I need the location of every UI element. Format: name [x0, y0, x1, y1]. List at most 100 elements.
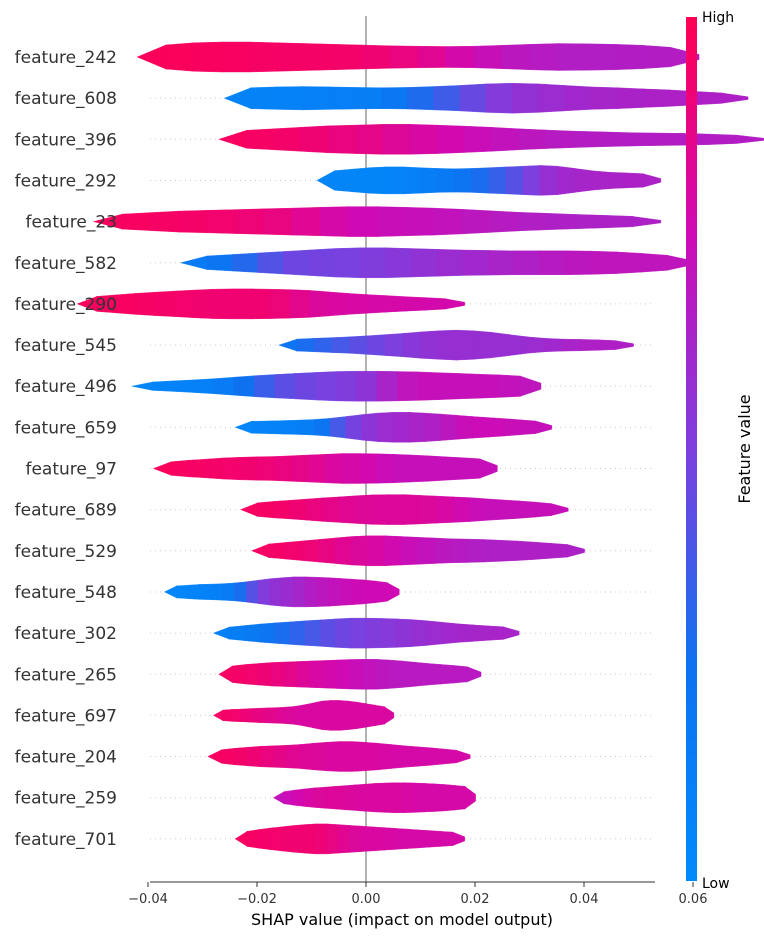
violin-segment	[334, 536, 353, 566]
feature-label: feature_242	[15, 48, 117, 68]
violin-segment	[354, 494, 373, 525]
violin-segment	[326, 823, 339, 855]
violin-segment	[309, 290, 330, 318]
violin-segment	[269, 577, 283, 607]
violin-segment	[564, 250, 592, 276]
x-tick-label: 0.02	[461, 892, 490, 907]
violin-segment	[281, 576, 294, 608]
violin-segment	[149, 210, 180, 233]
violin-segment	[207, 749, 222, 764]
violin-segment	[377, 412, 395, 443]
violin-segment	[360, 825, 374, 852]
violin-feature_701	[234, 823, 465, 855]
violin-segment	[312, 700, 323, 730]
violin-segment	[270, 288, 291, 319]
violin-segment	[557, 43, 587, 71]
violin-segment	[316, 576, 330, 607]
feature-label: feature_496	[15, 377, 117, 397]
violin-segment	[402, 331, 422, 359]
violin-segment	[154, 290, 175, 317]
violin-segment	[192, 41, 223, 73]
violin-segment	[245, 128, 275, 151]
violin-segment	[289, 620, 306, 646]
violin-segment	[654, 132, 683, 146]
violins	[76, 41, 764, 855]
violin-segment	[426, 620, 444, 646]
feature-label: feature_265	[15, 665, 117, 685]
violin-segment	[367, 334, 386, 356]
violin-segment	[393, 454, 412, 484]
violin-segment	[303, 823, 317, 855]
violin-segment	[362, 659, 377, 690]
violin-segment	[567, 544, 585, 558]
violin-segment	[456, 415, 474, 440]
violin-segment	[420, 330, 439, 360]
violin-segment	[472, 416, 489, 439]
violin-segment	[375, 704, 386, 726]
violin-segment	[519, 419, 537, 436]
violin-segment	[491, 332, 510, 359]
violin-segment	[325, 741, 340, 772]
violin-segment	[529, 43, 559, 71]
violin-segment	[405, 207, 435, 237]
violin-segment	[396, 618, 413, 648]
violin-segment	[505, 165, 524, 195]
violin-segment	[608, 171, 627, 189]
violin-feature_548	[163, 576, 400, 608]
violin-segment	[454, 665, 469, 684]
violin-segment	[414, 782, 426, 813]
violin-segment	[212, 709, 224, 721]
violin-segment	[544, 338, 563, 353]
violin-segment	[383, 827, 397, 851]
violin-segment	[417, 537, 436, 565]
violin-segment	[376, 206, 406, 237]
violin-segment	[562, 338, 581, 352]
violin-segment	[377, 743, 392, 771]
violin-segment	[251, 543, 269, 558]
violin-segment	[500, 540, 519, 562]
violin-segment	[427, 455, 447, 482]
violin-segment	[257, 827, 271, 850]
violin-segment	[351, 578, 365, 605]
violin-segment	[299, 743, 314, 771]
violin-segment	[243, 623, 260, 643]
violin-segment	[376, 370, 399, 402]
feature-label: feature_529	[15, 542, 117, 562]
violin-segment	[590, 250, 617, 275]
violin-segment	[518, 128, 547, 151]
violin-segment	[393, 412, 410, 443]
violin-segment	[339, 700, 350, 731]
violin-segment	[384, 333, 404, 358]
violin-segment	[365, 617, 383, 649]
violin-segment	[187, 458, 206, 479]
violin-segment	[204, 457, 223, 480]
violin-segment	[351, 741, 366, 772]
violin-segment	[551, 503, 569, 516]
violin-segment	[695, 91, 723, 106]
violin-segment	[272, 791, 285, 805]
feature-label: feature_97	[25, 460, 117, 480]
violin-segment	[263, 207, 293, 236]
violin-segment	[453, 496, 471, 523]
violin-segment	[329, 416, 347, 439]
violin-segment	[445, 456, 464, 481]
violin-segment	[315, 371, 337, 402]
violin-segment	[178, 210, 208, 234]
violin-segment	[616, 251, 643, 274]
violin-segment	[590, 86, 618, 110]
violin-segment	[572, 130, 602, 148]
violin-segment	[294, 704, 305, 727]
violin-segment	[282, 419, 300, 435]
violin-segment	[579, 339, 599, 352]
violin-segment	[231, 288, 253, 320]
violin-segment	[343, 784, 355, 811]
violin-segment	[394, 782, 406, 813]
violin-segment	[361, 412, 379, 442]
violin-segment	[574, 168, 593, 193]
violin-segment	[575, 214, 605, 230]
x-tick-label: 0.00	[352, 892, 381, 907]
violin-segment	[206, 209, 237, 234]
violin-segment	[459, 83, 487, 113]
violin-segment	[381, 87, 409, 110]
